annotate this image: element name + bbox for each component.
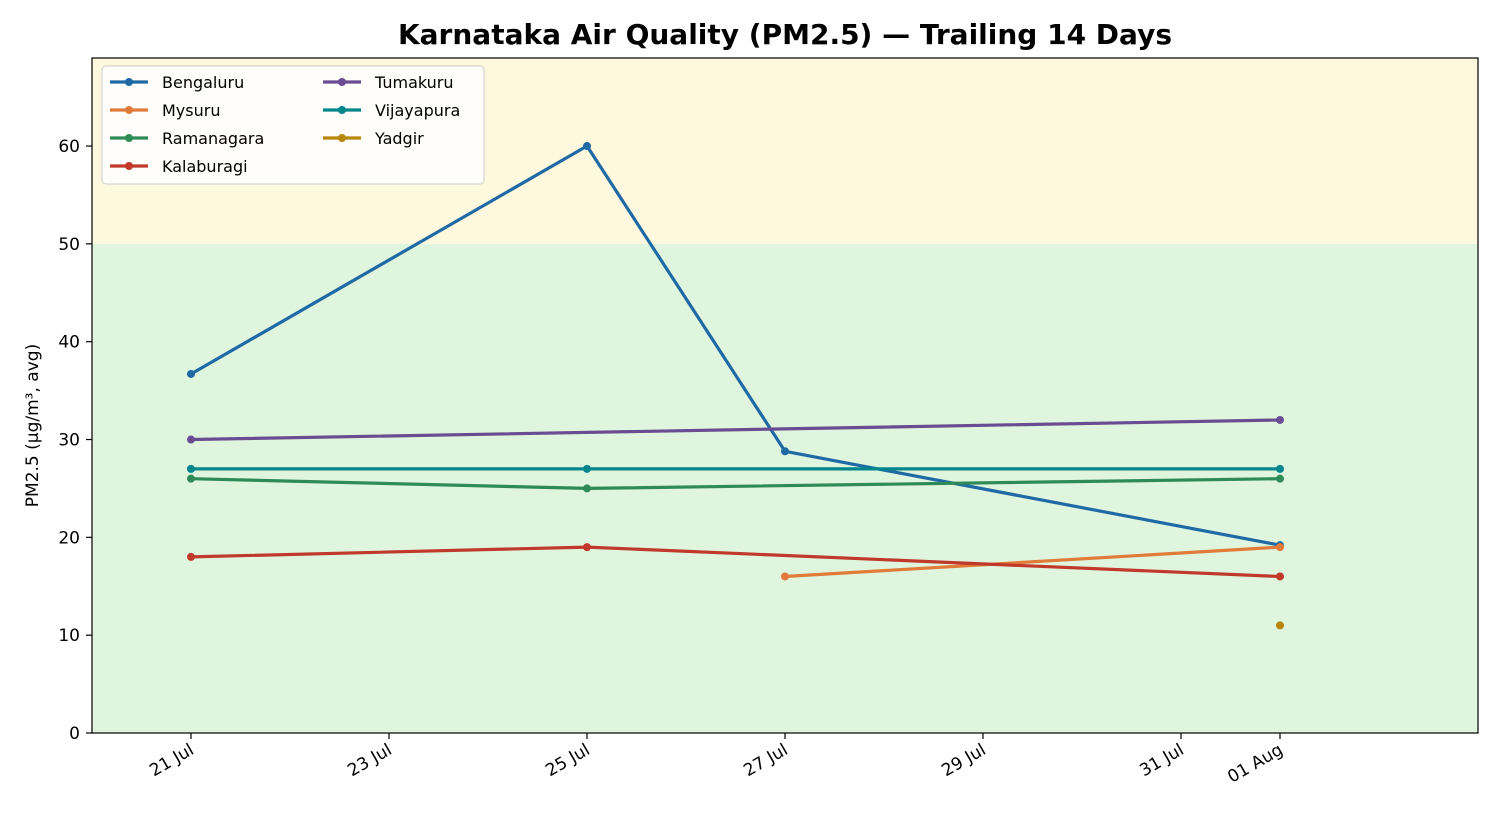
chart-title: Karnataka Air Quality (PM2.5) — Trailing… — [398, 18, 1172, 51]
x-tick-label-2024-07-21: 21 Jul — [146, 740, 197, 781]
point-bengaluru-0 — [187, 369, 195, 378]
legend-label-bengaluru: Bengaluru — [162, 73, 244, 92]
point-vijayapura-2 — [1276, 464, 1284, 473]
legend-marker-bengaluru — [125, 78, 133, 86]
y-tick-label-40: 40 — [58, 333, 80, 353]
point-bengaluru-1 — [583, 142, 591, 151]
point-tumakuru-0 — [187, 435, 195, 444]
point-kalaburagi-1 — [583, 543, 591, 552]
series-line-tumakuru — [189, 418, 1282, 442]
band-0 — [92, 243, 1478, 733]
y-tick-label-10: 10 — [58, 626, 80, 646]
legend-marker-ramanagara — [125, 134, 133, 142]
x-tick-label-2024-07-25: 25 Jul — [542, 740, 593, 781]
y-tick-label-60: 60 — [58, 137, 80, 157]
legend-marker-mysuru — [125, 106, 133, 114]
point-ramanagara-1 — [583, 484, 591, 493]
legend-marker-kalaburagi — [125, 162, 133, 170]
point-mysuru-1 — [1276, 543, 1284, 552]
y-axis: 0 10 20 30 40 50 60 — [58, 137, 92, 744]
point-kalaburagi-0 — [187, 552, 195, 561]
point-kalaburagi-2 — [1276, 572, 1284, 581]
point-ramanagara-0 — [187, 474, 195, 483]
series-line-bengaluru — [189, 144, 1282, 547]
point-bengaluru-2 — [781, 447, 789, 456]
point-vijayapura-1 — [583, 464, 591, 473]
y-tick-label-20: 20 — [58, 528, 80, 548]
legend-marker-yadgir — [338, 134, 346, 142]
threshold-bands — [92, 58, 1478, 733]
legend-label-ramanagara: Ramanagara — [162, 129, 264, 148]
x-tick-label-2024-07-29: 29 Jul — [938, 740, 989, 781]
legend: Bengaluru Mysuru Ramanagara Kalaburagi Tumak… — [101, 65, 485, 185]
point-tumakuru-1 — [1276, 415, 1284, 424]
legend-label-mysuru: Mysuru — [162, 101, 220, 120]
x-tick-label-2024-07-31: 31 Jul — [1136, 740, 1187, 781]
legend-label-tumakuru: Tumakuru — [374, 73, 454, 92]
legend-box — [101, 65, 485, 185]
y-tick-label-50: 50 — [58, 235, 80, 255]
point-yadgir-0 — [1276, 621, 1284, 630]
point-mysuru-0 — [781, 572, 789, 581]
x-tick-label-2024-07-27: 27 Jul — [740, 740, 791, 781]
point-ramanagara-2 — [1276, 474, 1284, 483]
x-tick-label-2024-07-23: 23 Jul — [344, 740, 395, 781]
legend-marker-tumakuru — [338, 78, 346, 86]
legend-label-yadgir: Yadgir — [374, 129, 424, 148]
y-tick-label-0: 0 — [69, 724, 80, 744]
legend-label-vijayapura: Vijayapura — [375, 101, 460, 120]
series-line-mysuru — [783, 545, 1282, 579]
legend-marker-vijayapura — [338, 106, 346, 114]
legend-label-kalaburagi: Kalaburagi — [162, 157, 248, 176]
x-axis: 21 Jul 23 Jul 25 Jul 27 Jul 29 Jul 31 Jul 01 A… — [146, 733, 1287, 787]
series-points — [187, 142, 1284, 630]
y-axis-label: PM2.5 (µg/m³, avg) — [23, 344, 43, 507]
x-tick-label-2024-08-01: 01 Aug — [1224, 740, 1286, 787]
point-vijayapura-0 — [187, 464, 195, 473]
y-tick-label-30: 30 — [58, 431, 80, 451]
